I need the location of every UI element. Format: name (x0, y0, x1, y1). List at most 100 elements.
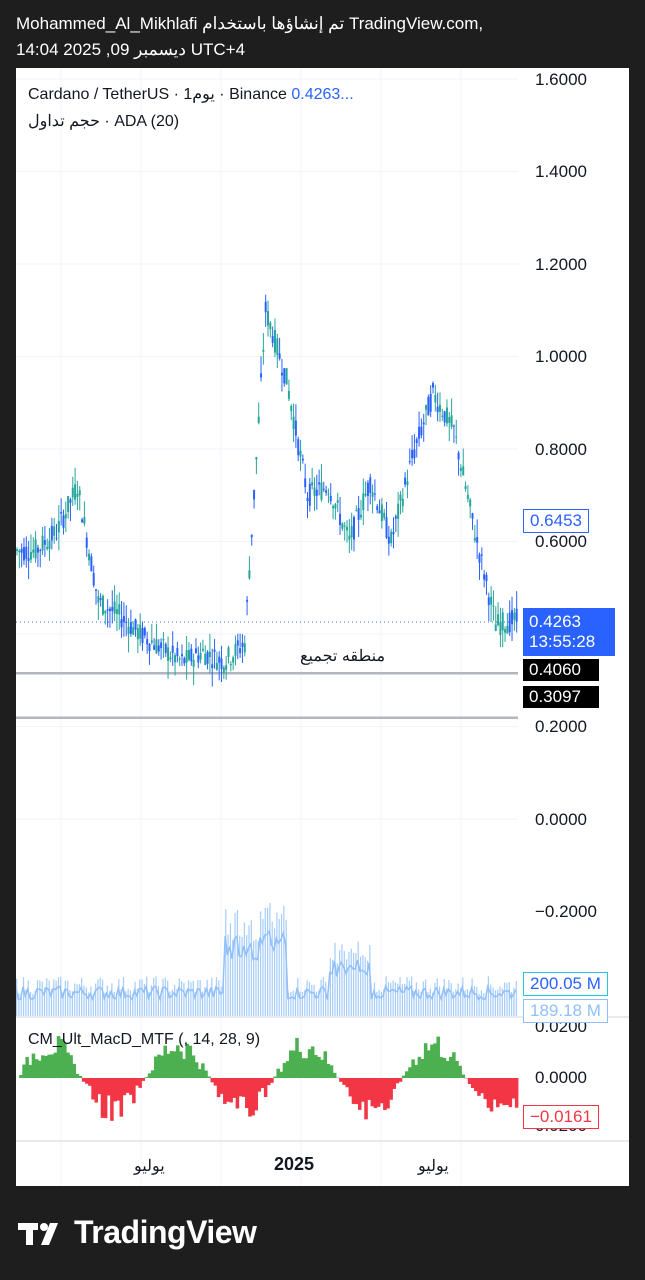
volume-legend[interactable]: حجم تداول · ADA (20) (28, 113, 180, 130)
macd-histogram-bar (254, 1078, 258, 1111)
volume-bar (325, 982, 327, 1016)
price-candle (308, 483, 311, 506)
price-candle (146, 638, 149, 645)
price-candle (264, 301, 267, 313)
macd-histogram-bar (364, 1078, 368, 1120)
price-candle (222, 667, 225, 674)
price-candle (357, 508, 360, 520)
tradingview-logo[interactable]: TradingView (18, 1214, 257, 1251)
price-candle (148, 644, 151, 652)
volume-bar (239, 935, 241, 1016)
macd-histogram-bar (63, 1042, 67, 1078)
price-candle (276, 338, 279, 355)
volume-bar (304, 990, 306, 1016)
macd-histogram-bar (85, 1078, 89, 1084)
macd-histogram-bar (216, 1078, 221, 1098)
volume-bar (248, 925, 250, 1016)
volume-bar (67, 980, 69, 1016)
price-candle (269, 322, 272, 330)
price-candle (432, 383, 435, 388)
macd-histogram-bar (470, 1078, 475, 1088)
volume-bar (318, 990, 320, 1016)
price-candle (408, 461, 411, 463)
attribution-text: Mohammed_Al_Mikhlafi تم إنشاؤها باستخدام… (16, 14, 484, 33)
macd-histogram-bar (323, 1051, 328, 1078)
price-candle (92, 573, 95, 586)
macd-histogram-bar (97, 1078, 102, 1095)
volume-bar (322, 977, 324, 1016)
macd-histogram-bar (427, 1050, 431, 1078)
volume-bar (90, 986, 92, 1016)
price-candle (401, 498, 404, 507)
volume-bar (97, 979, 99, 1016)
price-candle (376, 506, 379, 511)
level-upper-tag: 0.4060 (523, 659, 599, 681)
price-candle (74, 484, 77, 500)
volume-ma-line (16, 929, 517, 1002)
volume-bar (192, 980, 194, 1016)
price-candle (362, 493, 365, 511)
price-candle (366, 482, 369, 496)
volume-bar (27, 980, 29, 1016)
price-candle (153, 645, 156, 650)
macd-histogram-bar (332, 1072, 337, 1078)
price-candle (448, 417, 451, 423)
volume-bar (50, 989, 53, 1016)
price-candle (315, 489, 318, 496)
macd-histogram-bar (91, 1078, 95, 1100)
macd-histogram-bar (213, 1078, 218, 1086)
macd-legend[interactable]: CM_Ult_MacD_MTF (, 14, 28, 9) (28, 1031, 261, 1048)
volume-bar (25, 989, 27, 1016)
price-candle (373, 493, 376, 495)
macd-histogram-bar (477, 1078, 481, 1096)
price-candle (139, 624, 142, 639)
price-candle (122, 616, 125, 623)
volume-bar (445, 988, 448, 1016)
volume-bar (187, 980, 190, 1016)
macd-histogram-bar (56, 1036, 61, 1078)
volume-bar (399, 977, 401, 1016)
price-candle (106, 609, 109, 611)
time-tick: 2025 (274, 1154, 315, 1174)
price-tick: 0.6000 (535, 532, 587, 551)
macd-histogram-bar (279, 1071, 284, 1078)
price-candle (183, 658, 186, 664)
volume-bar (53, 979, 55, 1016)
macd-histogram-bar (28, 1064, 33, 1078)
macd-histogram-bar (310, 1046, 315, 1078)
price-tick: 1.4000 (535, 162, 587, 181)
price-candle (260, 373, 263, 378)
macd-histogram-bar (197, 1069, 202, 1078)
macd-histogram-bar (480, 1078, 484, 1094)
volume-bar (39, 980, 41, 1016)
price-candle (406, 481, 409, 486)
symbol-legend[interactable]: Cardano / TetherUS · 1يوم · Binance 0.42… (28, 84, 354, 104)
macd-histogram-bar (379, 1078, 384, 1104)
volume-bar (162, 978, 164, 1016)
macd-histogram-bar (116, 1078, 120, 1101)
macd-histogram-bar (376, 1078, 381, 1107)
volume-bar (308, 982, 311, 1016)
volume-bar (78, 984, 80, 1016)
volume-bar (153, 977, 155, 1016)
volume-bar (55, 980, 57, 1016)
volume-bar (452, 991, 455, 1016)
chart-canvas[interactable] (16, 68, 629, 1186)
volume-bar (385, 976, 387, 1016)
volume-bar (48, 980, 50, 1016)
macd-histogram-bar (489, 1078, 494, 1112)
volume-bar (387, 982, 390, 1016)
price-candle (132, 627, 135, 635)
price-candle (255, 457, 258, 460)
macd-histogram-bar (263, 1078, 268, 1098)
chart-panel[interactable]: Cardano / TetherUS · 1يوم · Binance 0.42… (16, 68, 629, 1186)
macd-histogram-bar (285, 1061, 290, 1078)
price-candle (120, 618, 123, 628)
volume-bar (218, 980, 220, 1016)
volume-bar (469, 991, 471, 1016)
volume-bar (336, 963, 338, 1016)
volume-bar (392, 980, 394, 1016)
macd-histogram-bar (398, 1078, 403, 1082)
price-candle (115, 609, 118, 615)
volume-bar (339, 950, 341, 1016)
